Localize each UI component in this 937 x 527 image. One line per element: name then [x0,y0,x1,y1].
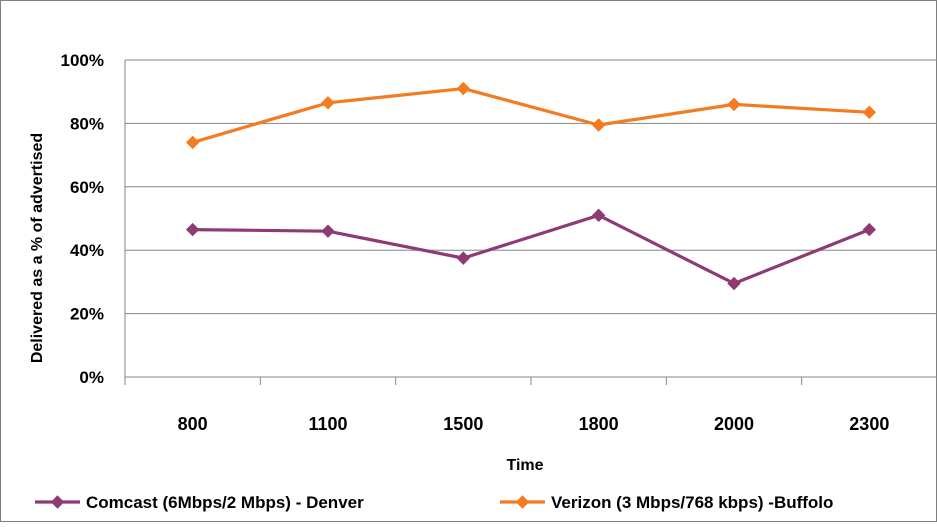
y-tick-label: 20% [70,305,104,324]
x-axis-title: Time [506,457,543,474]
legend-item: Verizon (3 Mbps/768 kbps) -Buffolo [500,493,833,512]
data-point [321,96,335,110]
data-point [185,135,200,150]
data-point [591,118,606,132]
x-tick-label: 2300 [849,414,889,434]
legend-swatch-marker [515,495,530,509]
data-point [456,251,471,265]
axes [124,60,937,385]
data-point [727,276,741,291]
x-tick-label: 1800 [579,414,619,434]
data-point [456,81,471,96]
series-line [192,86,870,144]
y-axis-title: Delivered as a % of advertised [29,133,46,363]
data-point [321,224,335,238]
x-tick-label: 2000 [714,414,754,434]
legend-label: Verizon (3 Mbps/768 kbps) -Buffolo [551,493,833,512]
series-layer [185,81,877,291]
series-1 [185,81,877,150]
x-tick-label: 800 [178,414,208,434]
data-point [727,97,741,112]
x-tick-label: 1100 [308,414,347,434]
y-tick-label: 0% [79,368,104,387]
legend-label: Comcast (6Mbps/2 Mbps) - Denver [86,493,364,512]
series-line [192,213,870,286]
legend: Comcast (6Mbps/2 Mbps) - Denver Verizon (… [35,493,833,512]
data-point [185,222,200,237]
legend-item: Comcast (6Mbps/2 Mbps) - Denver [35,493,364,512]
series-0 [185,208,877,291]
y-tick-label: 80% [70,114,104,133]
x-tick-labels: 800 1100 1500 1800 2000 2300 [178,414,890,434]
y-tick-label: 100% [61,51,104,70]
y-tick-labels: 0% 20% 40% 60% 80% 100% [61,51,104,387]
x-tick-label: 1500 [443,414,483,434]
data-point [862,105,877,120]
data-point [591,208,606,223]
y-tick-label: 40% [70,241,104,260]
legend-swatch-marker [50,495,65,509]
data-point [862,222,877,237]
y-tick-label: 60% [70,178,104,197]
